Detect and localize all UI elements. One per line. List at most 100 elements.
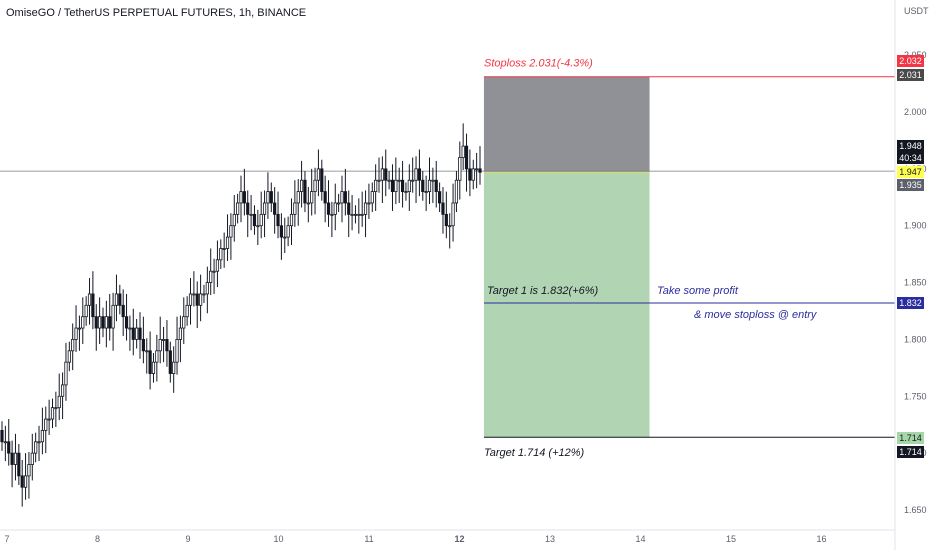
candle	[222, 232, 226, 268]
candle	[77, 315, 82, 351]
candles	[0, 123, 482, 507]
candle-body	[377, 179, 381, 182]
candle	[175, 316, 179, 375]
target1-annotation: Target 1 is 1.832(+6%)	[487, 285, 599, 297]
candle	[397, 167, 401, 203]
candle	[269, 182, 273, 213]
candle-body	[188, 293, 193, 306]
candle-body	[438, 191, 442, 204]
candle-body	[417, 168, 422, 181]
candle-body	[411, 179, 415, 182]
candle-body	[323, 191, 327, 204]
candle-body	[350, 213, 354, 216]
candle-body	[289, 213, 294, 227]
candle-body	[330, 213, 334, 216]
candle-body	[50, 407, 55, 420]
candle	[30, 433, 34, 481]
candle	[427, 157, 432, 205]
stoploss-red-tag-bg	[897, 55, 924, 67]
target2-green-tag: 1.714	[899, 433, 922, 443]
candle	[229, 213, 233, 260]
candle-body	[293, 202, 297, 215]
take-profit-annotation: Take some profit	[657, 285, 739, 297]
candle-body	[229, 225, 233, 238]
candle-body	[151, 361, 156, 374]
candle	[135, 318, 139, 349]
candle-body	[259, 213, 263, 227]
candle-body	[461, 145, 465, 158]
candle-body	[168, 350, 172, 374]
candle-body	[155, 350, 159, 363]
candle-body	[20, 475, 24, 488]
candle	[458, 141, 462, 200]
candle-body	[427, 179, 432, 193]
candle	[323, 175, 327, 223]
candle	[104, 300, 108, 348]
candle	[333, 183, 337, 231]
candle-body	[249, 213, 253, 216]
move-stop-annotation: & move stoploss @ entry	[694, 309, 818, 321]
candle-body	[148, 350, 152, 374]
price-tag: 1.948	[899, 141, 922, 151]
candle	[259, 191, 263, 239]
candle	[400, 160, 405, 208]
entry-grey-tag: 1.935	[899, 180, 922, 190]
entry-tag-bg	[897, 166, 924, 178]
candle	[414, 156, 418, 203]
candle	[289, 198, 294, 246]
candle	[242, 168, 246, 216]
candle-body	[118, 293, 122, 306]
candle-body	[296, 191, 300, 204]
candle	[296, 179, 300, 226]
countdown-tag-bg	[897, 152, 924, 164]
candle-body	[232, 213, 236, 227]
candle	[377, 157, 381, 193]
candle	[303, 171, 307, 213]
x-tick-label: 11	[364, 534, 373, 544]
candle	[444, 191, 448, 239]
candle	[320, 159, 324, 201]
target2-black-tag-bg	[897, 446, 924, 458]
candle	[246, 190, 250, 238]
candle	[310, 168, 314, 216]
candle-body	[94, 316, 98, 329]
candle	[252, 205, 257, 235]
candle	[468, 149, 472, 197]
candle	[451, 183, 455, 242]
candle	[367, 183, 371, 219]
candle	[387, 171, 391, 190]
candle-body	[448, 225, 452, 228]
y-tick-label: 1.650	[904, 505, 927, 515]
candle-body	[205, 282, 209, 295]
candle	[118, 284, 122, 315]
candle-body	[138, 327, 142, 340]
candle	[461, 123, 465, 170]
candle-body	[54, 407, 58, 410]
candle-body	[114, 293, 119, 306]
candle	[464, 133, 469, 192]
candle-body	[464, 145, 469, 170]
x-tick-label: 13	[545, 534, 555, 544]
candle-body	[252, 213, 257, 227]
candle	[475, 152, 479, 189]
candle	[360, 191, 364, 227]
candle-body	[0, 429, 4, 443]
candle	[374, 164, 378, 211]
candle	[286, 216, 290, 247]
candle	[44, 406, 48, 454]
candle	[17, 444, 21, 485]
candle-body	[135, 327, 139, 340]
candle	[91, 271, 95, 330]
candle	[0, 421, 4, 451]
candle	[225, 214, 230, 261]
candle-body	[360, 213, 364, 216]
candle-body	[357, 213, 361, 216]
candle	[384, 149, 388, 197]
candle	[219, 239, 223, 269]
candle-body	[37, 441, 41, 444]
candle	[454, 171, 459, 213]
candle	[114, 274, 119, 322]
candle-body	[57, 395, 61, 409]
candle	[10, 440, 14, 488]
